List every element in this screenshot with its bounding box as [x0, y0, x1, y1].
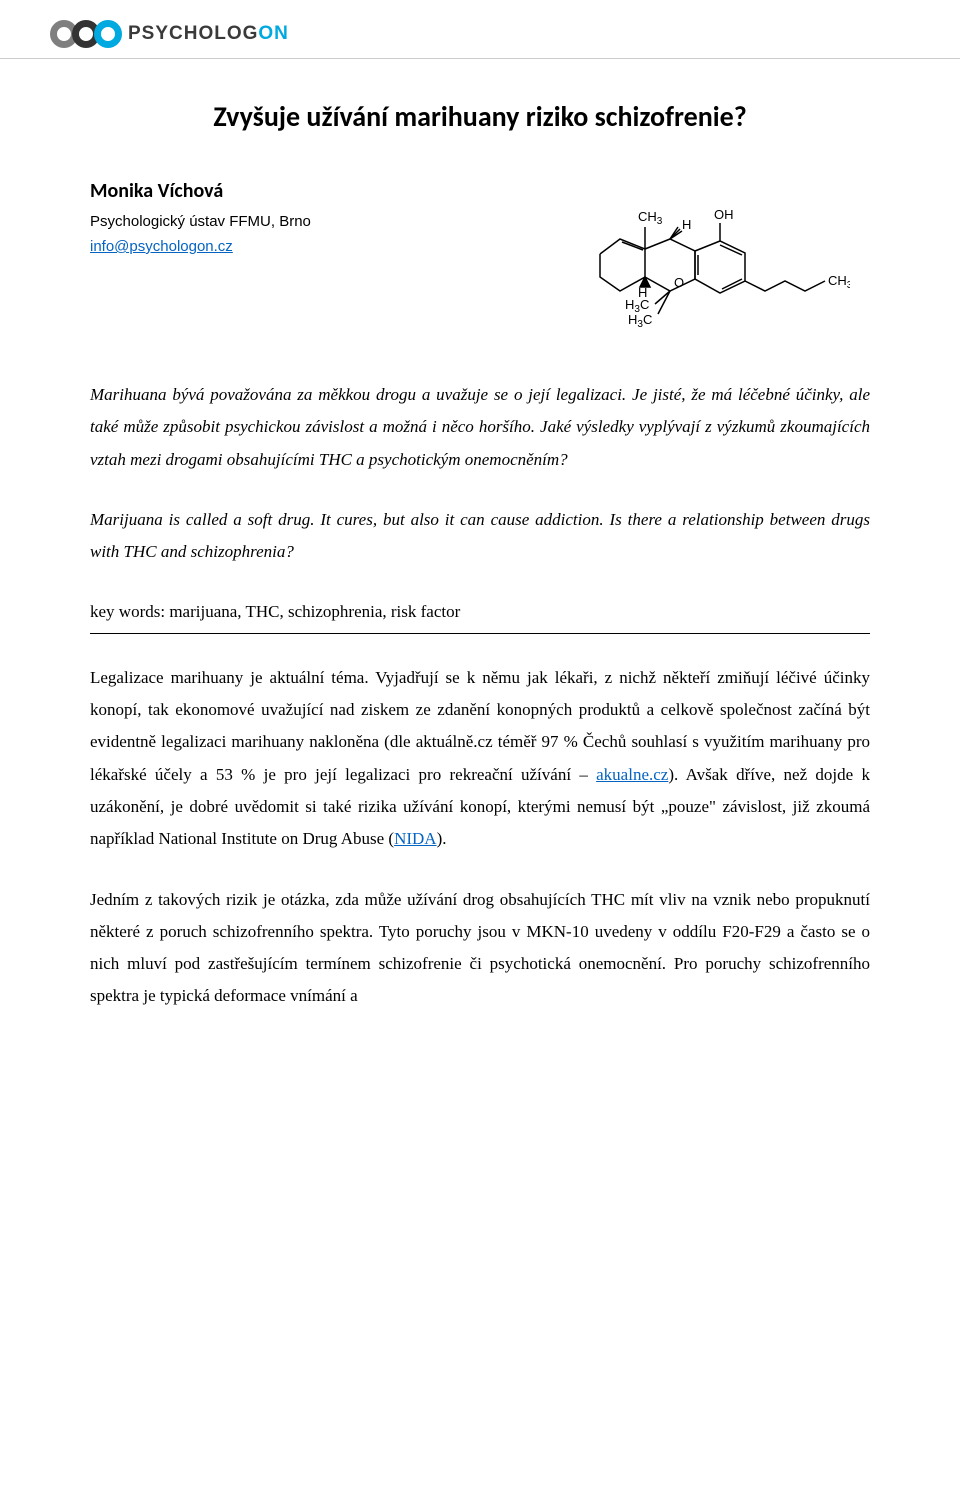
- link-aktualne[interactable]: akualne.cz: [596, 765, 668, 784]
- keywords: key words: marijuana, THC, schizophrenia…: [90, 596, 870, 628]
- mol-ch3-top: CH3: [638, 209, 663, 227]
- page-content: Zvyšuje užívání marihuany riziko schizof…: [0, 59, 960, 1013]
- mol-oh: OH: [714, 207, 734, 222]
- logo-circle-3: [94, 20, 122, 48]
- meta-row: Monika Víchová Psychologický ústav FFMU,…: [90, 179, 870, 339]
- molecule-diagram: CH3 OH H H H3C H3C O CH3: [570, 179, 850, 339]
- meta-left: Monika Víchová Psychologický ústav FFMU,…: [90, 179, 570, 256]
- body-paragraph-1: Legalizace marihuany je aktuální téma. V…: [90, 662, 870, 856]
- mol-h3c-2: H3C: [628, 312, 652, 330]
- logo-text-main: PSYCHOLOG: [128, 23, 258, 44]
- body-paragraph-2: Jedním z takových rizik je otázka, zda m…: [90, 884, 870, 1013]
- author-name: Monika Víchová: [90, 179, 570, 203]
- abstract-english: Marijuana is called a soft drug. It cure…: [90, 504, 870, 569]
- site-header: PSYCHOLOGON: [0, 0, 960, 59]
- mol-ch3-right: CH3: [828, 273, 850, 291]
- logo-text: PSYCHOLOGON: [128, 23, 289, 45]
- email-link[interactable]: info@psychologon.cz: [90, 238, 233, 255]
- abstract-czech: Marihuana bývá považována za měkkou drog…: [90, 379, 870, 476]
- divider: [90, 633, 870, 634]
- body1-part-c: ).: [437, 829, 447, 848]
- mol-h-upper: H: [682, 217, 691, 232]
- logo-icon: [50, 20, 116, 48]
- link-nida[interactable]: NIDA: [394, 829, 437, 848]
- mol-o: O: [674, 275, 684, 290]
- logo-text-accent: ON: [258, 23, 289, 44]
- affiliation: Psychologický ústav FFMU, Brno: [90, 213, 570, 230]
- article-title: Zvyšuje užívání marihuany riziko schizof…: [90, 99, 870, 134]
